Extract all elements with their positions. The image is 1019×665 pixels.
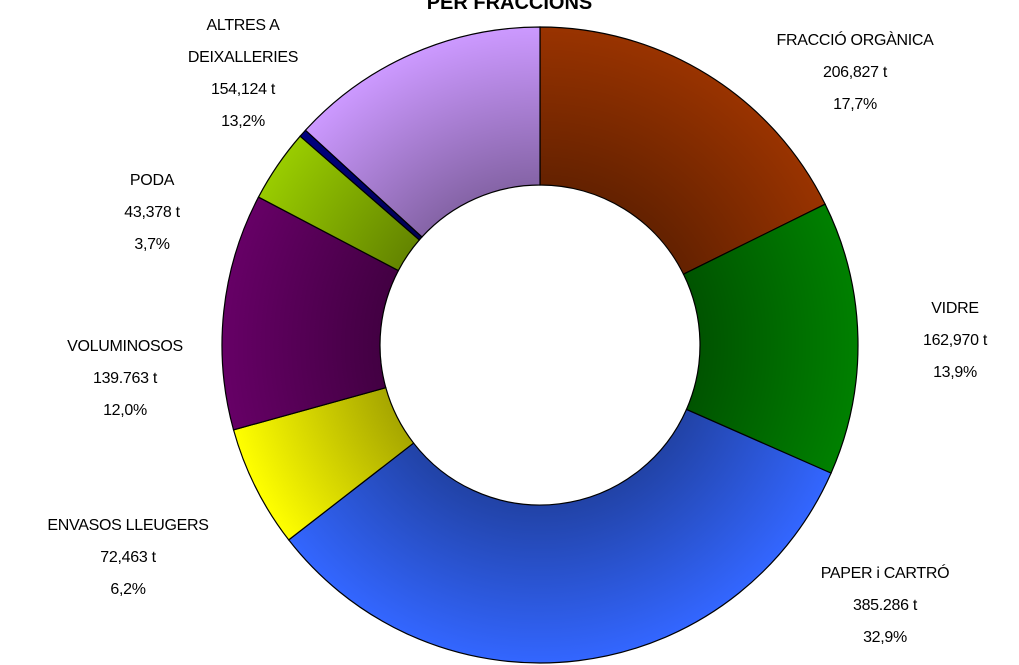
amount-label: 154,124 t — [210, 81, 276, 98]
category-label: FRACCIÓ ORGÀNICA — [776, 32, 934, 49]
percent-label: 17,7% — [833, 96, 877, 113]
slice-label: VIDRE 162,970 t 13,9% — [895, 293, 1015, 389]
slice-shade — [233, 387, 414, 540]
category-label: PAPER i CARTRÓ — [820, 565, 950, 582]
slice-label: ENVASOS LLEUGERS 72,463 t 6,2% — [8, 510, 248, 606]
category-label: ALTRES A DEIXALLERIES — [187, 17, 299, 66]
slice-shade — [288, 409, 832, 663]
category-label: PODA — [129, 172, 175, 189]
amount-label: 72,463 t — [100, 549, 156, 566]
percent-label: 32,9% — [863, 629, 907, 646]
chart-title: PER FRACCIONS — [426, 0, 593, 14]
amount-label: 139.763 t — [92, 370, 158, 387]
slice-label: FRACCIÓ ORGÀNICA 206,827 t 17,7% — [735, 25, 975, 121]
slice-shade — [540, 27, 826, 275]
slice-shade — [258, 136, 420, 271]
category-label: VIDRE — [931, 300, 979, 317]
percent-label: 13,2% — [221, 113, 265, 130]
slice-label: VOLUMINOSOS 139.763 t 12,0% — [15, 331, 235, 427]
percent-label: 6,2% — [110, 581, 146, 598]
slice-label: PAPER i CARTRÓ 385.286 t 32,9% — [785, 558, 985, 654]
amount-label: 206,827 t — [822, 64, 888, 81]
slice-shade — [300, 130, 422, 240]
slice-label: PODA 43,378 t 3,7% — [92, 165, 212, 261]
slice-shade — [683, 204, 858, 474]
percent-label: 3,7% — [134, 236, 170, 253]
percent-label: 13,9% — [933, 364, 977, 381]
amount-label: 162,970 t — [922, 332, 988, 349]
amount-label: 385.286 t — [852, 597, 918, 614]
category-label: ENVASOS LLEUGERS — [47, 517, 209, 534]
percent-label: 12,0% — [103, 402, 147, 419]
slice-shade — [221, 197, 399, 430]
slice-shade — [305, 27, 540, 237]
amount-label: 43,378 t — [124, 204, 180, 221]
slice-label: ALTRES A DEIXALLERIES 154,124 t 13,2% — [163, 10, 323, 138]
category-label: VOLUMINOSOS — [67, 338, 183, 355]
